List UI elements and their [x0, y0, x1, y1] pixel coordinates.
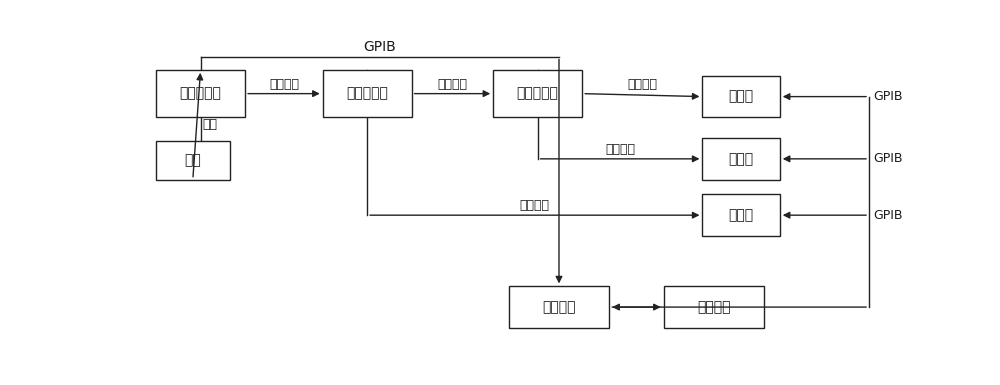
Bar [702, 194, 780, 236]
Text: GPIB: GPIB [873, 152, 902, 165]
Text: 微波振荡器: 微波振荡器 [180, 87, 222, 100]
Text: GPIB: GPIB [873, 90, 902, 103]
Text: 频率仪: 频率仪 [729, 152, 754, 166]
Bar [323, 70, 412, 117]
Text: 高频线缆: 高频线缆 [437, 78, 467, 90]
Text: GPIB: GPIB [873, 209, 902, 222]
Text: 第一耦合器: 第一耦合器 [346, 87, 388, 100]
Bar [702, 138, 780, 179]
Bar [493, 70, 582, 117]
Text: 电源: 电源 [184, 153, 201, 167]
Bar [156, 141, 230, 179]
Text: 导线: 导线 [202, 118, 217, 131]
Bar [664, 286, 764, 328]
Bar [509, 286, 609, 328]
Text: 频谱仪: 频谱仪 [729, 208, 754, 222]
Text: 高频线缆: 高频线缆 [605, 143, 635, 156]
Text: 高频线缆: 高频线缆 [520, 199, 550, 212]
Text: 高频线缆: 高频线缆 [627, 78, 657, 90]
Text: 控制装置: 控制装置 [542, 300, 576, 314]
Text: 第二耦合器: 第二耦合器 [517, 87, 559, 100]
Text: GPIB: GPIB [363, 40, 396, 54]
Text: 功率计: 功率计 [729, 90, 754, 104]
Text: 高频线缆: 高频线缆 [269, 78, 299, 90]
Text: 显示装置: 显示装置 [697, 300, 731, 314]
Bar [702, 76, 780, 117]
Bar [156, 70, 245, 117]
